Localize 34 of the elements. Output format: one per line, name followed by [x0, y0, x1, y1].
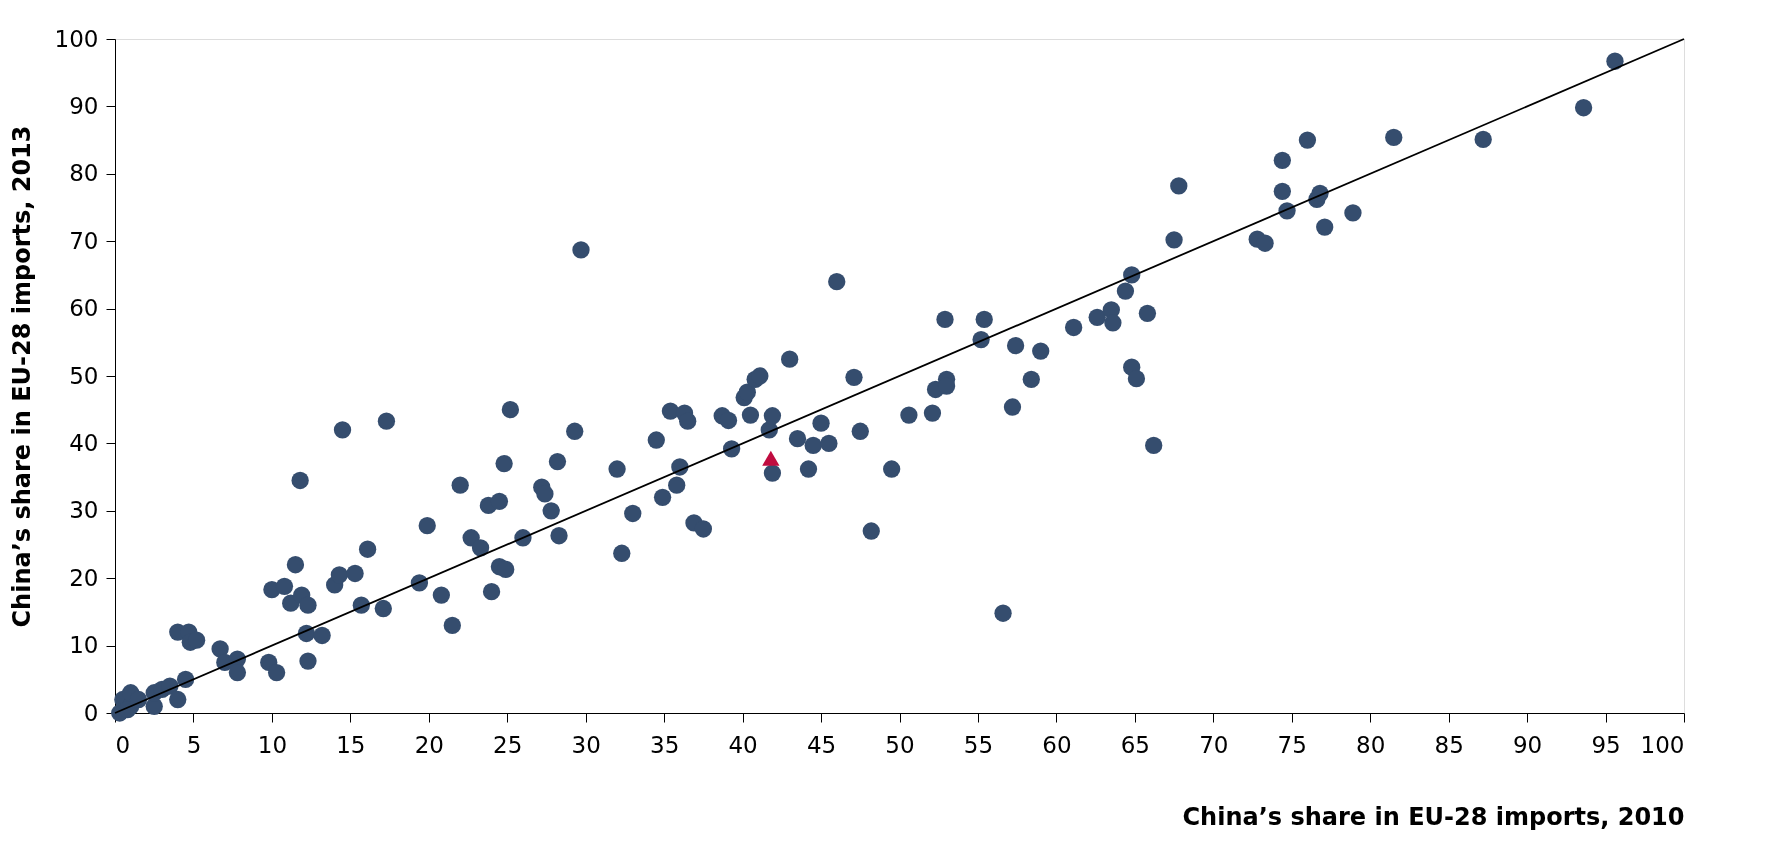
- x-tick-label: 40: [728, 731, 758, 758]
- x-tick-label: 0: [115, 731, 131, 758]
- x-tick-label: 30: [571, 731, 601, 758]
- y-tick-label: 70: [69, 227, 99, 254]
- x-tick-label: 70: [1199, 731, 1229, 758]
- x-tick-label: 80: [1356, 731, 1386, 758]
- x-tick-label: 90: [1512, 731, 1543, 758]
- y-tick-label: 100: [54, 25, 99, 52]
- x-tick-label: 85: [1434, 731, 1464, 758]
- y-axis-title: China’s share in EU-28 imports, 2013: [7, 125, 36, 628]
- x-tick-label: 20: [414, 731, 444, 758]
- x-tick-label: 5: [186, 731, 202, 758]
- x-axis-title: China’s share in EU-28 imports, 2010: [1182, 802, 1685, 831]
- x-tick-label: 25: [493, 731, 523, 758]
- y-tick-label: 40: [69, 429, 99, 456]
- x-tick-label: 45: [806, 731, 837, 758]
- x-tick-label: 60: [1042, 731, 1072, 758]
- y-tick-label: 20: [69, 564, 99, 591]
- y-tick-label: 0: [83, 699, 99, 726]
- x-tick-label: 95: [1591, 731, 1621, 758]
- y-tick-label: 50: [69, 362, 99, 389]
- x-tick-label: 65: [1120, 731, 1150, 758]
- y-tick-label: 30: [69, 497, 99, 524]
- y-tick-label: 10: [69, 632, 99, 659]
- x-tick-label: 15: [336, 731, 366, 758]
- x-tick-label: 55: [963, 731, 994, 758]
- x-tick-label: 10: [257, 731, 288, 758]
- x-tick-label: 75: [1277, 731, 1307, 758]
- y-tick-label: 90: [69, 92, 99, 119]
- y-tick-label: 60: [69, 295, 99, 322]
- y-tick-label: 80: [69, 160, 99, 187]
- x-tick-label: 100: [1640, 731, 1685, 758]
- x-tick-label: 35: [650, 731, 680, 758]
- x-tick-label: 50: [885, 731, 915, 758]
